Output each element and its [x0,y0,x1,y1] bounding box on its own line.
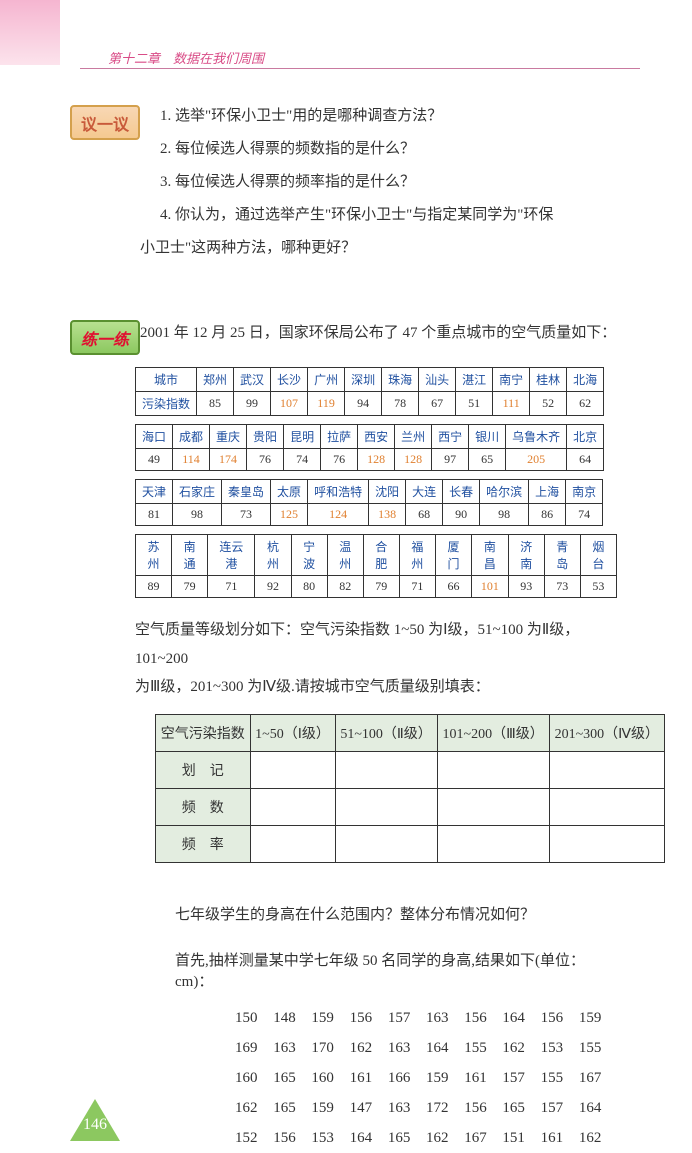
level-desc: 空气质量等级划分如下：空气污染指数 1~50 为Ⅰ级，51~100 为Ⅱ级，10… [135,616,617,702]
question-1: 1. 选举"环保小卫士"用的是哪种调查方法？ [160,100,617,133]
city-table-2: 海口成都重庆贵阳昆明拉萨西安兰州西宁银川乌鲁木齐北京49114174767476… [135,424,604,471]
practice-badge: 练一练 [70,320,140,355]
question-4-line2: 小卫士"这两种方法，哪种更好？ [140,232,617,265]
question-2: 2. 每位候选人得票的频数指的是什么？ [160,133,617,166]
discuss-badge: 议一议 [70,105,140,140]
corner-decoration [0,0,60,65]
question-3: 3. 每位候选人得票的频率指的是什么？ [160,166,617,199]
question-list: 1. 选举"环保小卫士"用的是哪种调查方法？ 2. 每位候选人得票的频数指的是什… [160,100,617,265]
practice-intro: 2001 年 12 月 25 日，国家环保局公布了 47 个重点城市的空气质量如… [140,320,617,347]
city-table-4: 苏州南通连云港杭州宁波温州合肥福州厦门南昌济南青岛烟台8979719280827… [135,534,617,598]
height-question: 七年级学生的身高在什么范围内？整体分布情况如何？ [175,903,617,924]
height-intro: 首先,抽样测量某中学七年级 50 名同学的身高,结果如下(单位：cm)： [175,949,617,991]
city-table-1: 城市郑州武汉长沙广州深圳珠海汕头湛江南宁桂林北海污染指数859910711994… [135,367,604,416]
page-number: 146 [70,1101,120,1141]
height-data-grid: 1501481591561571631561641561591691631701… [235,1003,617,1153]
city-table-3: 天津石家庄秦皇岛太原呼和浩特沈阳大连长春哈尔滨上海南京8198731251241… [135,479,603,526]
level-table: 空气污染指数1~50（Ⅰ级）51~100（Ⅱ级）101~200（Ⅲ级）201~3… [155,714,665,863]
question-4-line1: 4. 你认为，通过选举产生"环保小卫士"与指定某同学为"环保 [160,199,617,232]
header-underline [80,68,640,69]
chapter-title: 第十二章 数据在我们周围 [108,48,264,67]
